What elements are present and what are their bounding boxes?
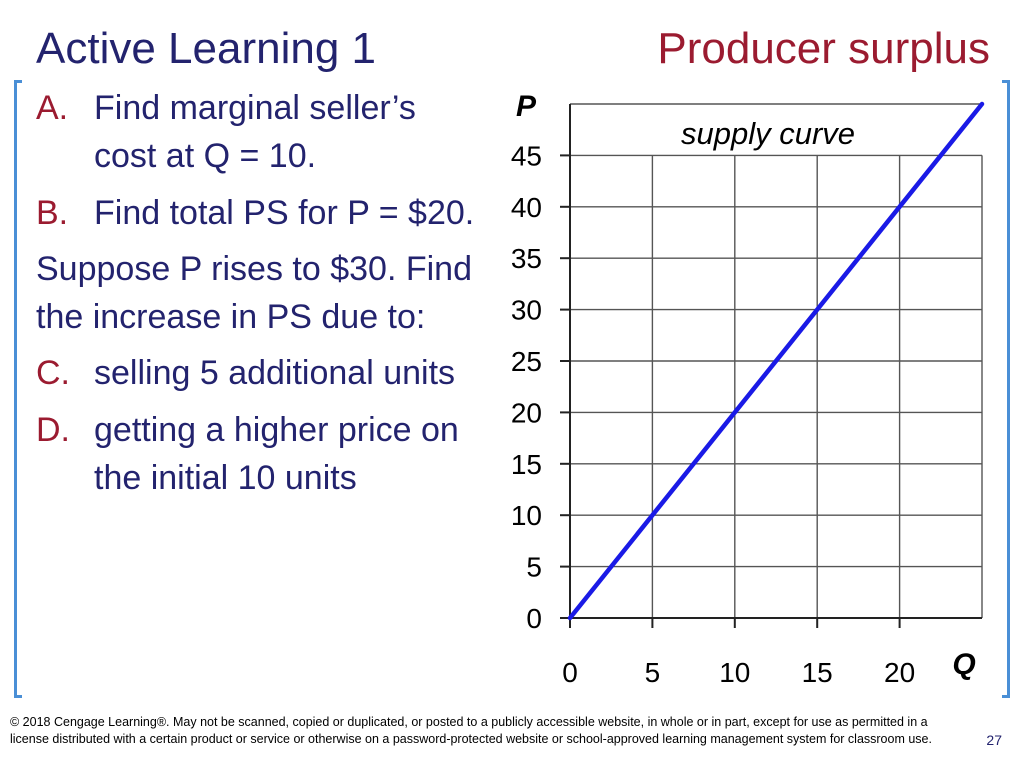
y-tick-label: 20 <box>511 397 542 428</box>
y-tick-label: 0 <box>526 603 542 634</box>
x-tick-label: 15 <box>802 657 833 688</box>
question-d: D. getting a higher price on the initial… <box>36 406 484 503</box>
copyright-footer: © 2018 Cengage Learning®. May not be sca… <box>10 715 932 746</box>
x-tick-label: 0 <box>562 657 578 688</box>
x-tick-label: 5 <box>645 657 661 688</box>
y-tick-label: 10 <box>511 500 542 531</box>
y-tick-label: 40 <box>511 192 542 223</box>
question-a-text: Find marginal seller’s cost at Q = 10. <box>94 89 416 176</box>
question-c: C. selling 5 additional units <box>36 349 484 397</box>
question-b-letter: B. <box>36 193 69 232</box>
question-c-letter: C. <box>36 354 70 393</box>
question-a-letter: A. <box>36 89 69 127</box>
slide-number: 27 <box>986 732 1002 748</box>
slide-topic: Producer surplus <box>657 24 990 73</box>
y-axis-label: P <box>516 90 537 123</box>
question-list: A. Find marginal seller’s cost at Q = 10… <box>36 84 484 510</box>
y-tick-label: 15 <box>511 449 542 480</box>
question-d-text: getting a higher price on the initial 10… <box>94 410 459 497</box>
question-a: A. Find marginal seller’s cost at Q = 10… <box>36 84 484 181</box>
x-axis-label: Q <box>952 648 975 681</box>
question-b: B. Find total PS for P = $20. <box>36 189 484 237</box>
right-bracket-decoration <box>1002 80 1010 698</box>
question-c-text: selling 5 additional units <box>94 354 456 393</box>
supply-curve-label: supply curve <box>681 116 855 151</box>
question-intro: Suppose P rises to $30. Find the increas… <box>36 249 472 337</box>
y-tick-label: 5 <box>526 552 542 583</box>
x-tick-label: 20 <box>884 657 915 688</box>
y-tick-label: 25 <box>511 346 542 377</box>
y-tick-label: 30 <box>511 295 542 326</box>
slide-title: Active Learning 1 <box>36 24 376 73</box>
left-bracket-decoration <box>14 80 22 698</box>
question-b-text: Find total PS for P = $20. <box>94 193 475 232</box>
supply-curve-line <box>567 101 985 621</box>
y-tick-label: 35 <box>511 243 542 274</box>
x-tick-label: 10 <box>719 657 750 688</box>
y-tick-label: 45 <box>511 140 542 171</box>
question-d-letter: D. <box>36 410 70 449</box>
